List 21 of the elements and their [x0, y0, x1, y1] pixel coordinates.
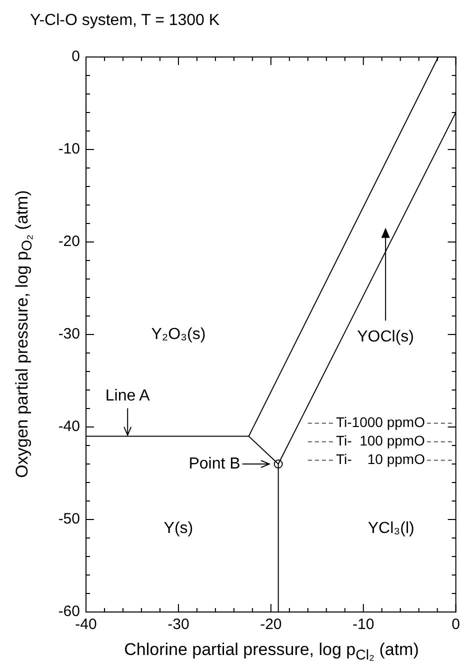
annotation: Y(s)	[164, 520, 194, 538]
annotation: Y₂O₃(s)	[151, 326, 206, 343]
annotation: YOCl(s)	[357, 328, 414, 346]
x-tick-label: -30	[168, 616, 190, 634]
series-label: Ti-1000 ppmO	[336, 414, 426, 430]
y-tick-label: -50	[58, 510, 80, 528]
y-tick-label: 0	[72, 48, 80, 66]
x-tick-label: -20	[260, 616, 282, 634]
y-tick-label: -20	[58, 233, 80, 250]
y-tick-label: -30	[58, 326, 80, 343]
x-axis-title: Chlorine partial pressure, log p$_{Cl₂}$ (atm)	[123, 640, 420, 664]
series-label: Ti- 100 ppmO	[336, 432, 426, 449]
annotation: Line A	[105, 388, 150, 405]
x-tick-label: -10	[352, 616, 374, 634]
y-tick-label: -40	[58, 418, 80, 436]
annotation: YCl₃(l)	[368, 520, 414, 538]
y-tick-label: -10	[58, 140, 80, 158]
chart-title: Y-Cl-O system, T = 1300 K	[30, 12, 220, 30]
series-label: Ti- 10 ppmO	[336, 451, 426, 468]
x-tick-label: 0	[452, 616, 460, 634]
annotation: Point B	[188, 455, 240, 472]
